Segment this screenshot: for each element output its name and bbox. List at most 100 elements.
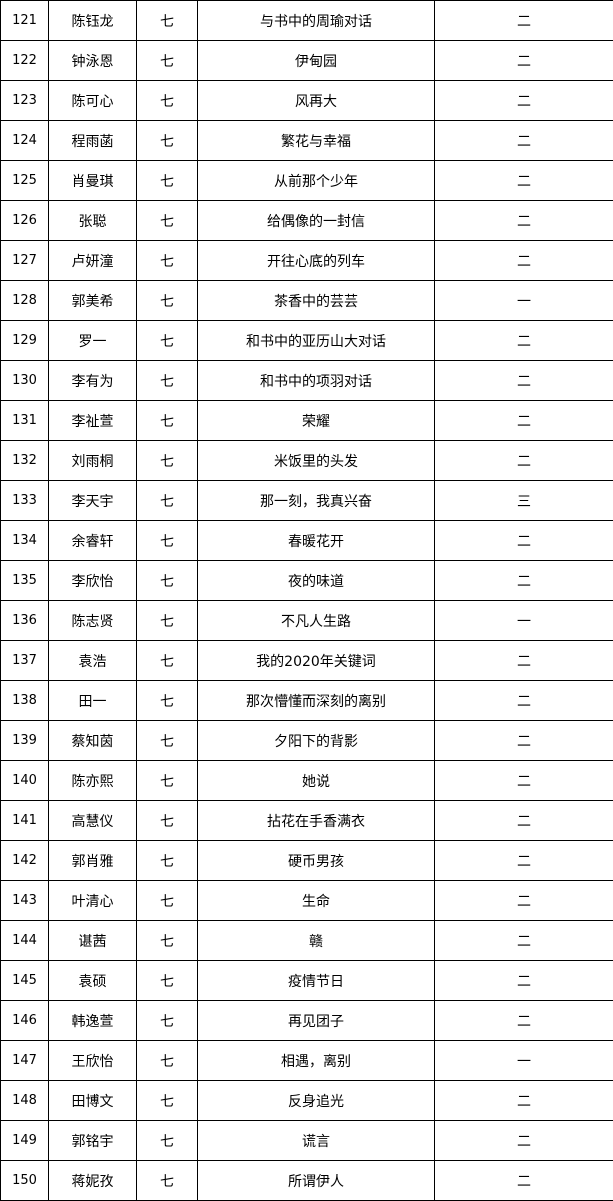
entry-number-cell: 150 bbox=[0, 1160, 49, 1201]
grade-cell: 七 bbox=[136, 560, 198, 601]
entry-number-cell: 139 bbox=[0, 720, 49, 761]
grade-cell: 七 bbox=[136, 480, 198, 521]
grade-cell: 七 bbox=[136, 320, 198, 361]
entry-number-cell: 131 bbox=[0, 400, 49, 441]
award-level-cell: 二 bbox=[434, 880, 613, 921]
entry-number-cell: 130 bbox=[0, 360, 49, 401]
entry-number-cell: 148 bbox=[0, 1080, 49, 1121]
essay-title-cell: 伊甸园 bbox=[197, 40, 435, 81]
award-level-cell: 二 bbox=[434, 960, 613, 1001]
grade-cell: 七 bbox=[136, 960, 198, 1001]
entry-number-cell: 134 bbox=[0, 520, 49, 561]
award-level-cell: 二 bbox=[434, 40, 613, 81]
student-name-cell: 陈钰龙 bbox=[48, 0, 137, 41]
essay-title-cell: 繁花与幸福 bbox=[197, 120, 435, 161]
student-name-cell: 郭美希 bbox=[48, 280, 137, 321]
entry-number-cell: 145 bbox=[0, 960, 49, 1001]
award-level-cell: 三 bbox=[434, 480, 613, 521]
award-level-cell: 二 bbox=[434, 200, 613, 241]
essay-title-cell: 茶香中的芸芸 bbox=[197, 280, 435, 321]
essay-title-cell: 再见团子 bbox=[197, 1000, 435, 1041]
student-name-cell: 叶清心 bbox=[48, 880, 137, 921]
table-row: 148 田博文七反身追光二 bbox=[0, 1080, 613, 1121]
table-row: 146 韩逸萱七再见团子二 bbox=[0, 1000, 613, 1041]
award-level-cell: 二 bbox=[434, 720, 613, 761]
student-name-cell: 罗一 bbox=[48, 320, 137, 361]
grade-cell: 七 bbox=[136, 720, 198, 761]
essay-title-cell: 风再大 bbox=[197, 80, 435, 121]
table-row: 141 高慧仪七拈花在手香满衣二 bbox=[0, 800, 613, 841]
student-name-cell: 陈可心 bbox=[48, 80, 137, 121]
entry-number-cell: 144 bbox=[0, 920, 49, 961]
entry-number-cell: 129 bbox=[0, 320, 49, 361]
essay-title-cell: 从前那个少年 bbox=[197, 160, 435, 201]
student-name-cell: 李有为 bbox=[48, 360, 137, 401]
grade-cell: 七 bbox=[136, 240, 198, 281]
table-row: 140 陈亦熙七她说二 bbox=[0, 760, 613, 801]
table-row: 145 袁硕七疫情节日二 bbox=[0, 960, 613, 1001]
grade-cell: 七 bbox=[136, 920, 198, 961]
student-name-cell: 郭铭宇 bbox=[48, 1120, 137, 1161]
grade-cell: 七 bbox=[136, 840, 198, 881]
table-row: 149 郭铭宇七谎言二 bbox=[0, 1120, 613, 1161]
award-level-cell: 二 bbox=[434, 640, 613, 681]
essay-title-cell: 夜的味道 bbox=[197, 560, 435, 601]
grade-cell: 七 bbox=[136, 1000, 198, 1041]
award-level-cell: 二 bbox=[434, 760, 613, 801]
grade-cell: 七 bbox=[136, 1160, 198, 1201]
essay-title-cell: 开往心底的列车 bbox=[197, 240, 435, 281]
student-name-cell: 李天宇 bbox=[48, 480, 137, 521]
entry-number-cell: 136 bbox=[0, 600, 49, 641]
award-level-cell: 二 bbox=[434, 320, 613, 361]
essay-title-cell: 夕阳下的背影 bbox=[197, 720, 435, 761]
table-row: 135 李欣怡七夜的味道二 bbox=[0, 560, 613, 601]
award-level-cell: 二 bbox=[434, 560, 613, 601]
essay-title-cell: 和书中的项羽对话 bbox=[197, 360, 435, 401]
grade-cell: 七 bbox=[136, 0, 198, 41]
entry-number-cell: 135 bbox=[0, 560, 49, 601]
table-row: 133 李天宇七那一刻，我真兴奋三 bbox=[0, 480, 613, 521]
table-row: 138 田一七那次懵懂而深刻的离别二 bbox=[0, 680, 613, 721]
table-row: 130 李有为七和书中的项羽对话二 bbox=[0, 360, 613, 401]
table-row: 132 刘雨桐七米饭里的头发二 bbox=[0, 440, 613, 481]
essay-title-cell: 谎言 bbox=[197, 1120, 435, 1161]
essay-title-cell: 与书中的周瑜对话 bbox=[197, 0, 435, 41]
entry-number-cell: 147 bbox=[0, 1040, 49, 1081]
student-name-cell: 王欣怡 bbox=[48, 1040, 137, 1081]
award-level-cell: 二 bbox=[434, 440, 613, 481]
entry-number-cell: 122 bbox=[0, 40, 49, 81]
grade-cell: 七 bbox=[136, 120, 198, 161]
entry-number-cell: 146 bbox=[0, 1000, 49, 1041]
award-level-cell: 二 bbox=[434, 1120, 613, 1161]
table-row: 139 蔡知茵七夕阳下的背影二 bbox=[0, 720, 613, 761]
entry-number-cell: 127 bbox=[0, 240, 49, 281]
award-level-cell: 二 bbox=[434, 160, 613, 201]
award-level-cell: 一 bbox=[434, 280, 613, 321]
grade-cell: 七 bbox=[136, 160, 198, 201]
student-name-cell: 高慧仪 bbox=[48, 800, 137, 841]
award-level-cell: 二 bbox=[434, 800, 613, 841]
table-row: 126 张聪七给偶像的一封信二 bbox=[0, 200, 613, 241]
entry-number-cell: 126 bbox=[0, 200, 49, 241]
grade-cell: 七 bbox=[136, 40, 198, 81]
student-name-cell: 蔡知茵 bbox=[48, 720, 137, 761]
student-name-cell: 袁硕 bbox=[48, 960, 137, 1001]
award-level-cell: 二 bbox=[434, 920, 613, 961]
grade-cell: 七 bbox=[136, 400, 198, 441]
table-row: 136 陈志贤七不凡人生路一 bbox=[0, 600, 613, 641]
student-name-cell: 钟泳恩 bbox=[48, 40, 137, 81]
student-name-cell: 李欣怡 bbox=[48, 560, 137, 601]
entry-number-cell: 140 bbox=[0, 760, 49, 801]
essay-title-cell: 荣耀 bbox=[197, 400, 435, 441]
student-name-cell: 肖曼琪 bbox=[48, 160, 137, 201]
table-row: 137 袁浩七我的2020年关键词二 bbox=[0, 640, 613, 681]
table-row: 124 程雨菡七繁花与幸福二 bbox=[0, 120, 613, 161]
grade-cell: 七 bbox=[136, 200, 198, 241]
award-level-cell: 二 bbox=[434, 360, 613, 401]
entry-number-cell: 123 bbox=[0, 80, 49, 121]
table-row: 123 陈可心七风再大二 bbox=[0, 80, 613, 121]
table-row: 143 叶清心七生命二 bbox=[0, 880, 613, 921]
essay-title-cell: 春暖花开 bbox=[197, 520, 435, 561]
